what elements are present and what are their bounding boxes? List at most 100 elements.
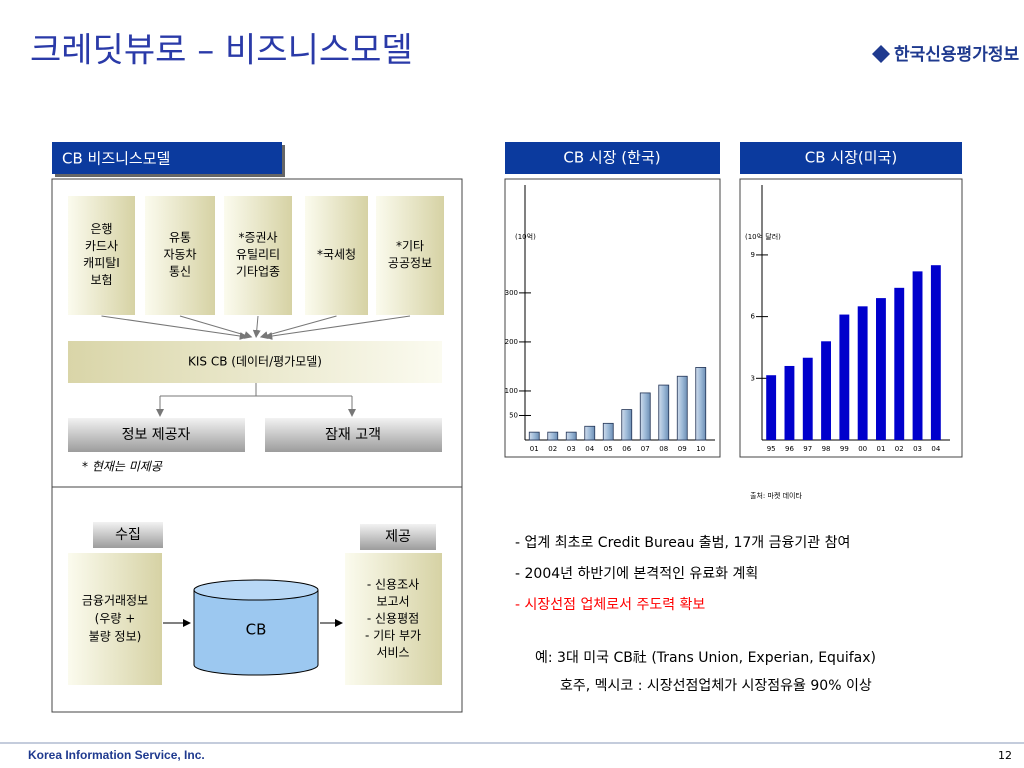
- arrow: [264, 315, 411, 340]
- unit-label: (10억 달러): [745, 232, 781, 241]
- x-tick-label: 97: [803, 445, 812, 453]
- bar: [528, 431, 540, 441]
- x-tick-label: 05: [604, 445, 613, 453]
- bar: [766, 375, 777, 440]
- bar: [565, 431, 577, 441]
- source-label: 보험: [90, 273, 112, 287]
- source: 출처: 마켓 데이타: [750, 491, 802, 500]
- x-tick-label: 98: [822, 445, 831, 453]
- collect-label: 수집: [115, 527, 141, 543]
- x-tick-label: 96: [785, 445, 794, 453]
- output-box: [265, 418, 442, 452]
- bullet: - 시장선점 업체로서 주도력 확보: [515, 597, 705, 613]
- bar: [695, 367, 707, 441]
- chart-header: [505, 142, 720, 174]
- source-label: 캐피탈I: [83, 256, 120, 270]
- chart-header: [740, 142, 962, 174]
- x-tick-label: 04: [585, 445, 594, 453]
- source-label: 통신: [169, 265, 191, 279]
- service-label: 서비스: [376, 646, 409, 660]
- page-number: 12: [998, 749, 1012, 762]
- source-label: *기타: [396, 239, 424, 253]
- service-label: 보고서: [376, 595, 409, 609]
- source-box: [224, 196, 292, 315]
- bar: [912, 271, 923, 440]
- output-label: 잠재 고객: [325, 427, 381, 443]
- example: 예: 3대 미국 CB社 (Trans Union, Experian, Equ…: [535, 650, 876, 666]
- footer-company: Korea Information Service, Inc.: [28, 748, 205, 762]
- chart-title: CB 시장(미국): [805, 149, 897, 167]
- source-label: 유틸리티: [236, 248, 280, 262]
- cylinder: [193, 590, 319, 676]
- bar: [621, 409, 633, 441]
- y-tick-label: 3: [751, 374, 755, 382]
- service-box: [345, 553, 442, 685]
- y-tick-label: 100: [505, 387, 518, 395]
- bar: [894, 287, 905, 440]
- input-label: (우량 +: [95, 612, 136, 626]
- source-label: 공공정보: [388, 256, 432, 270]
- bar: [857, 306, 868, 440]
- x-tick-label: 01: [530, 445, 539, 453]
- bar: [676, 375, 688, 441]
- chart-box: [504, 178, 721, 458]
- x-tick-label: 08: [659, 445, 668, 453]
- y-tick-label: 9: [751, 251, 755, 259]
- source-box: [305, 196, 368, 315]
- x-tick-label: 10: [696, 445, 705, 453]
- provide-label: 제공: [385, 529, 411, 545]
- hub-box: [68, 341, 442, 383]
- x-tick-label: 04: [931, 445, 940, 453]
- unit-label: (10억): [515, 233, 536, 241]
- bar: [602, 422, 614, 441]
- slide-title: 크레딧뷰로 – 비즈니스모델: [30, 31, 413, 71]
- x-tick-label: 03: [567, 445, 576, 453]
- source-box: [145, 196, 215, 315]
- service-label: - 신용평점: [367, 612, 419, 626]
- x-tick-label: 02: [548, 445, 557, 453]
- bullet: - 2004년 하반기에 본격적인 유료화 계획: [515, 566, 758, 582]
- x-tick-label: 95: [767, 445, 776, 453]
- x-tick-label: 03: [913, 445, 922, 453]
- service-label: - 기타 부가: [365, 629, 421, 643]
- y-tick-label: 300: [505, 289, 518, 297]
- bar: [876, 298, 886, 440]
- cylinder-top: [193, 579, 319, 601]
- x-tick-label: 09: [678, 445, 687, 453]
- note: * 현재는 미제공: [82, 460, 163, 474]
- x-tick-label: 07: [641, 445, 650, 453]
- bar: [802, 357, 813, 440]
- logo: 한국신용평가정보: [894, 45, 1019, 65]
- source-label: 기타업종: [236, 265, 280, 279]
- arrow: [259, 315, 337, 339]
- arrow: [179, 315, 253, 339]
- chart-box: [739, 178, 963, 458]
- source-label: 자동차: [163, 248, 196, 262]
- core-label: CB: [246, 621, 267, 639]
- logo-icon: [872, 45, 890, 63]
- panel-title: CB 비즈니스모델: [62, 150, 170, 168]
- source-label: *증권사: [238, 231, 277, 245]
- arrow: [101, 315, 248, 340]
- service-label: - 신용조사: [367, 578, 419, 592]
- bullet: - 업계 최초로 Credit Bureau 출범, 17개 금융기관 참여: [515, 535, 850, 551]
- input-box: [68, 553, 162, 685]
- source-label: 은행: [90, 221, 112, 236]
- bar: [784, 365, 795, 440]
- input-label: 금융거래정보: [82, 594, 148, 608]
- panel-header: [52, 142, 282, 174]
- x-tick-label: 02: [895, 445, 904, 453]
- bar: [639, 392, 651, 441]
- x-tick-label: 99: [840, 445, 849, 453]
- x-tick-label: 06: [622, 445, 631, 453]
- bar: [547, 431, 559, 441]
- output-label: 정보 제공자: [122, 427, 191, 443]
- source-label: 카드사: [85, 239, 118, 253]
- bar: [839, 314, 850, 440]
- y-tick-label: 50: [509, 411, 518, 419]
- bar: [930, 265, 941, 440]
- chart-title: CB 시장 (한국): [563, 149, 660, 167]
- x-tick-label: 00: [858, 445, 867, 453]
